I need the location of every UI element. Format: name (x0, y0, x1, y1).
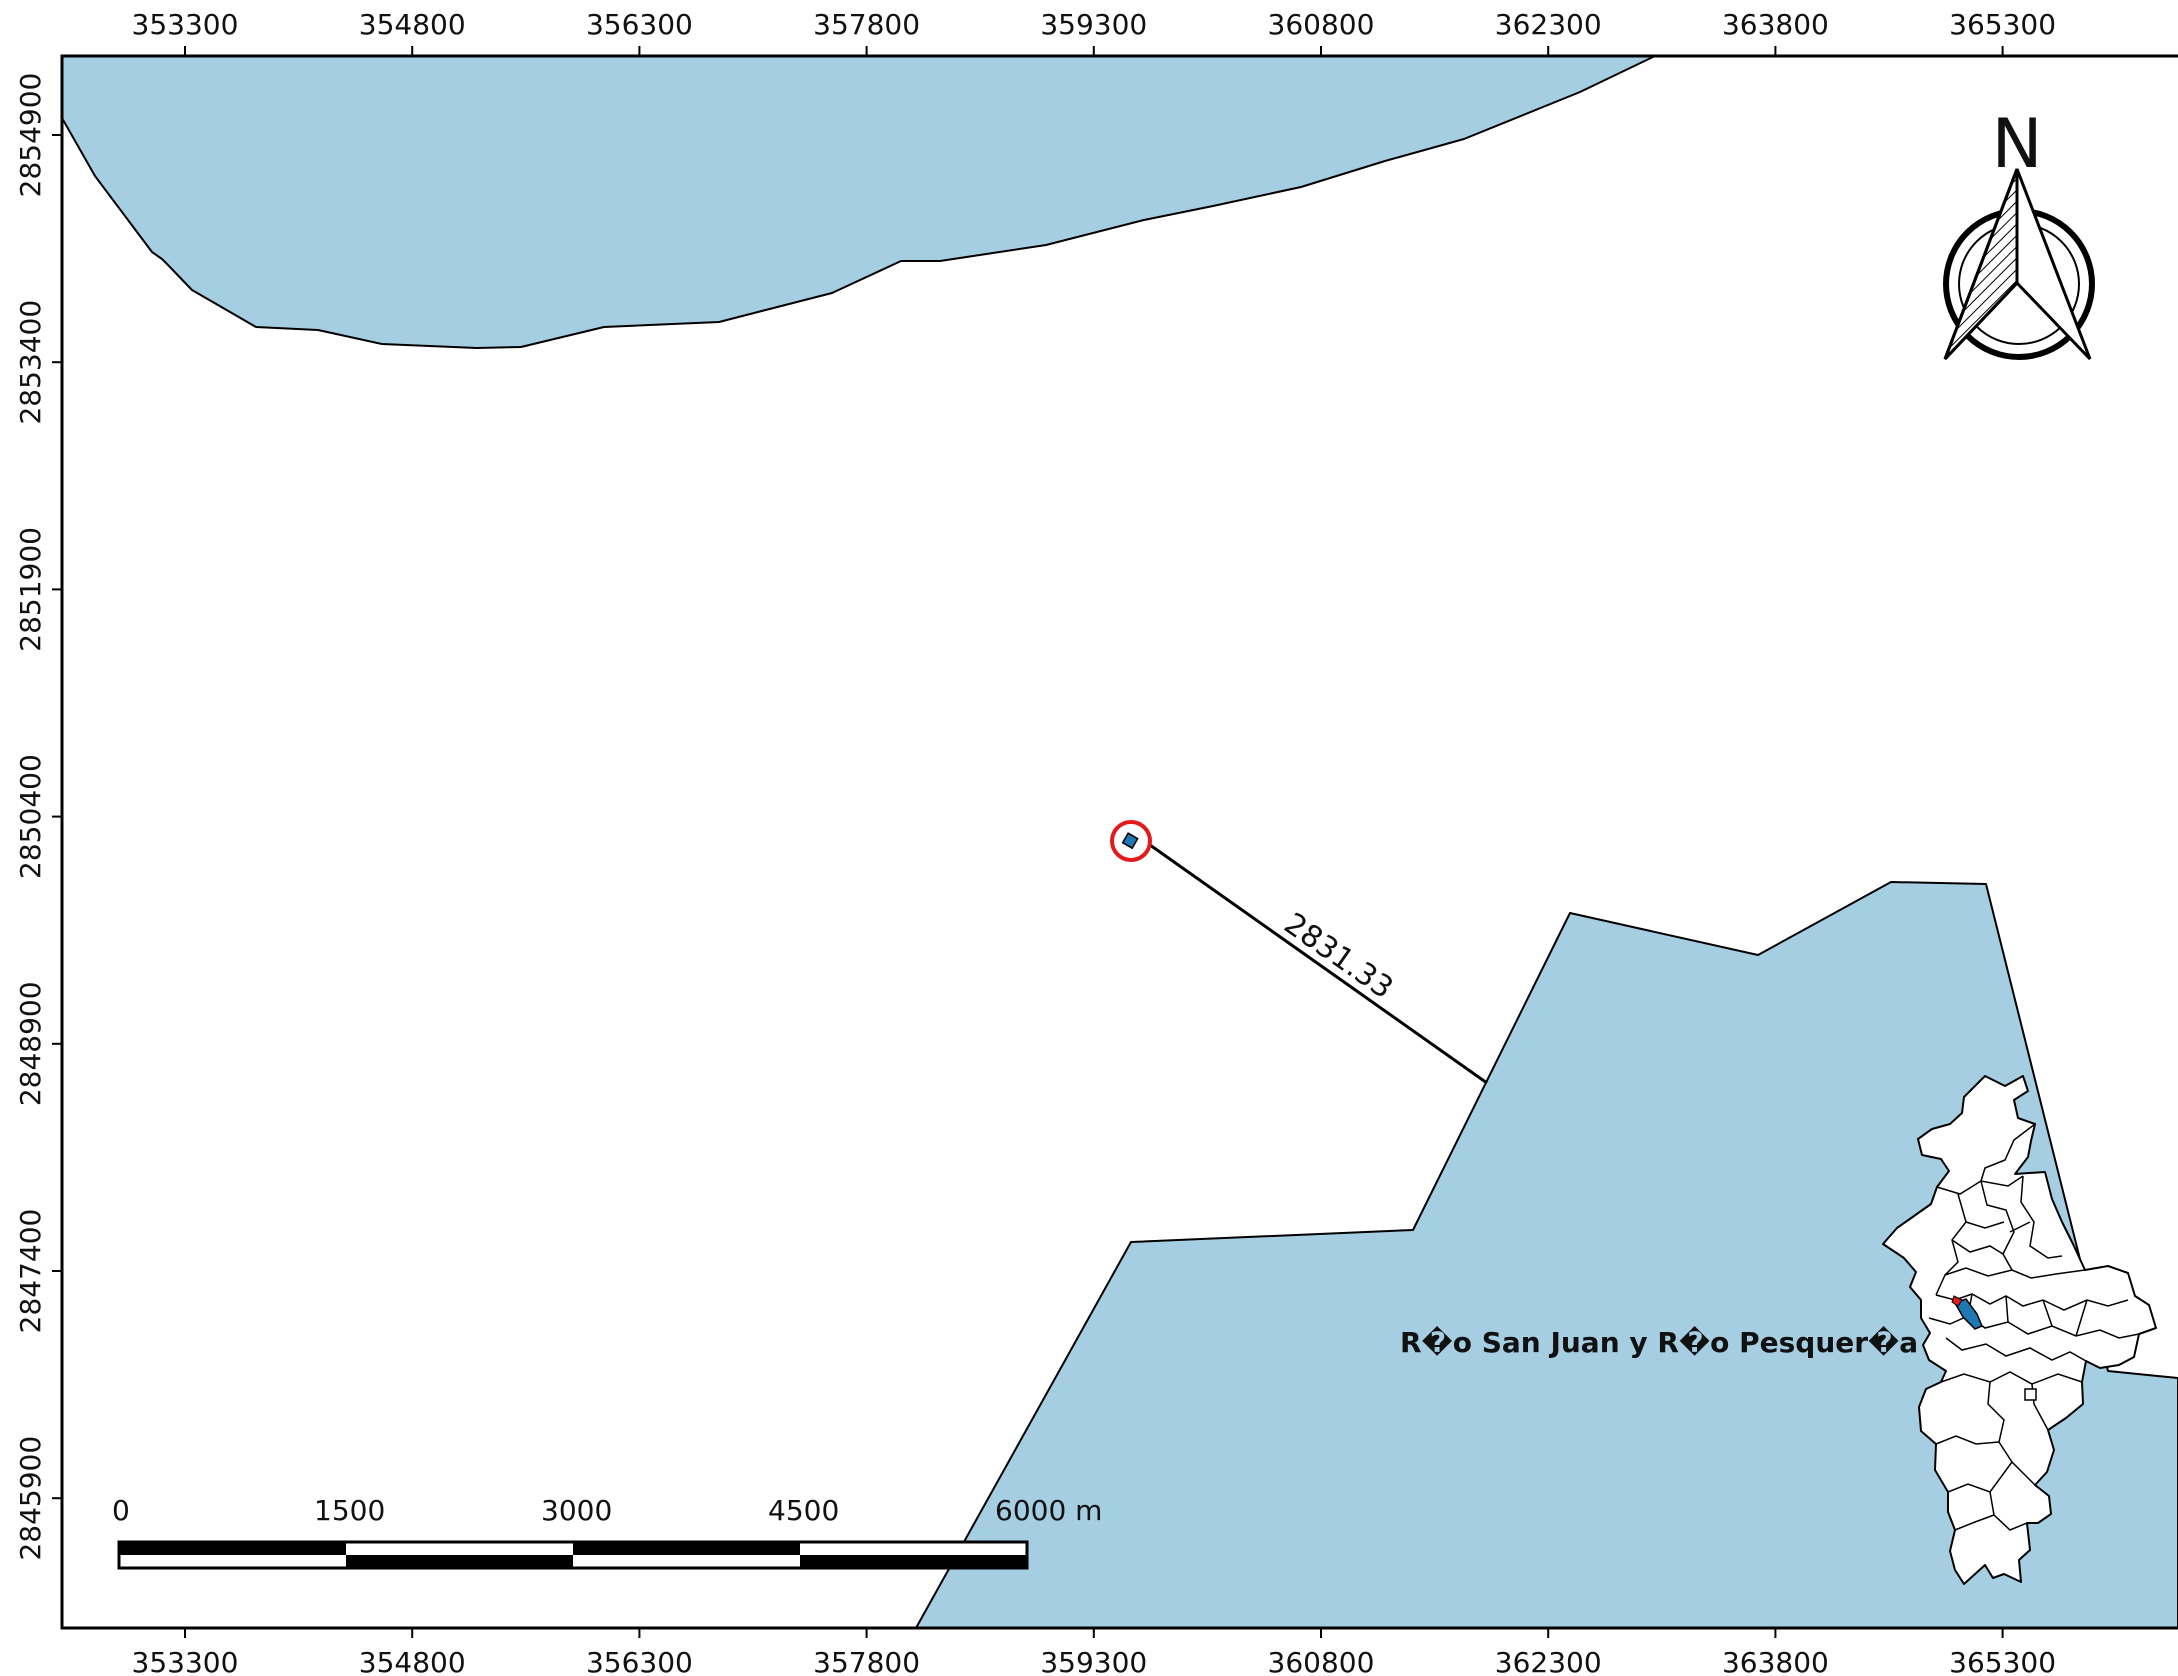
scale-label-1500: 1500 (314, 1494, 385, 1527)
x-tick-label-top: 359300 (1040, 8, 1147, 41)
x-tick-label-top: 357800 (813, 8, 920, 41)
scale-label-3000: 3000 (541, 1494, 612, 1527)
x-tick-label-top: 363800 (1722, 8, 1829, 41)
y-tick-label: 2854900 (14, 73, 47, 198)
x-tick-label-bottom: 354800 (359, 1646, 466, 1676)
x-tick-label-top: 360800 (1268, 8, 1375, 41)
x-tick-label-bottom: 362300 (1495, 1646, 1602, 1676)
x-tick-label-top: 356300 (586, 8, 693, 41)
y-tick-label: 2847400 (14, 1209, 47, 1334)
distance-label: 2831.33 (1278, 906, 1400, 1006)
x-tick-label-top: 354800 (359, 8, 466, 41)
x-tick-label-bottom: 353300 (132, 1646, 239, 1676)
water-body-southeast (915, 881, 2178, 1629)
x-tick-label-top: 362300 (1495, 8, 1602, 41)
x-tick-label-bottom: 360800 (1268, 1646, 1375, 1676)
x-tick-label-bottom: 357800 (813, 1646, 920, 1676)
y-tick-label: 2851900 (14, 527, 47, 652)
scale-label-4500: 4500 (768, 1494, 839, 1527)
x-tick-label-top: 353300 (132, 8, 239, 41)
inset-highlighted-municipality (1953, 1298, 1983, 1330)
x-tick-label-top: 365300 (1949, 8, 2056, 41)
x-tick-label-bottom: 359300 (1040, 1646, 1147, 1676)
graticule-ticks: 353300 353300 354800 354800 356300 356300 3578… (14, 8, 2056, 1676)
north-label: N (1992, 105, 2043, 184)
inset-selected-marker (1951, 1295, 1963, 1307)
y-tick-label: 2853400 (14, 300, 47, 425)
scale-bar (117, 1540, 1029, 1570)
x-tick-label-bottom: 365300 (1949, 1646, 2056, 1676)
water-body-north (61, 55, 1656, 349)
y-tick-label: 2845900 (14, 1436, 47, 1561)
inset-small-square (2024, 1388, 2037, 1401)
distance-line (1149, 843, 1488, 1085)
scale-label-0: 0 (112, 1494, 130, 1527)
y-tick-label: 2848900 (14, 981, 47, 1106)
inset-locator-map (1882, 1075, 2157, 1585)
highlight-ring[interactable] (1110, 820, 1152, 862)
map-frame (60, 54, 2178, 1630)
x-tick-label-bottom: 363800 (1722, 1646, 1829, 1676)
north-arrow-icon: N (1943, 105, 2095, 361)
municipalities-outline (1882, 1075, 2157, 1585)
y-tick-label: 2850400 (14, 754, 47, 879)
municipality-borders (1928, 1123, 2140, 1531)
river-label: R�o San Juan y R�o Pesquer�a (1400, 1326, 1918, 1359)
scale-label-6000: 6000 m (995, 1494, 1102, 1527)
sample-point[interactable] (1121, 832, 1139, 850)
x-tick-label-bottom: 356300 (586, 1646, 693, 1676)
